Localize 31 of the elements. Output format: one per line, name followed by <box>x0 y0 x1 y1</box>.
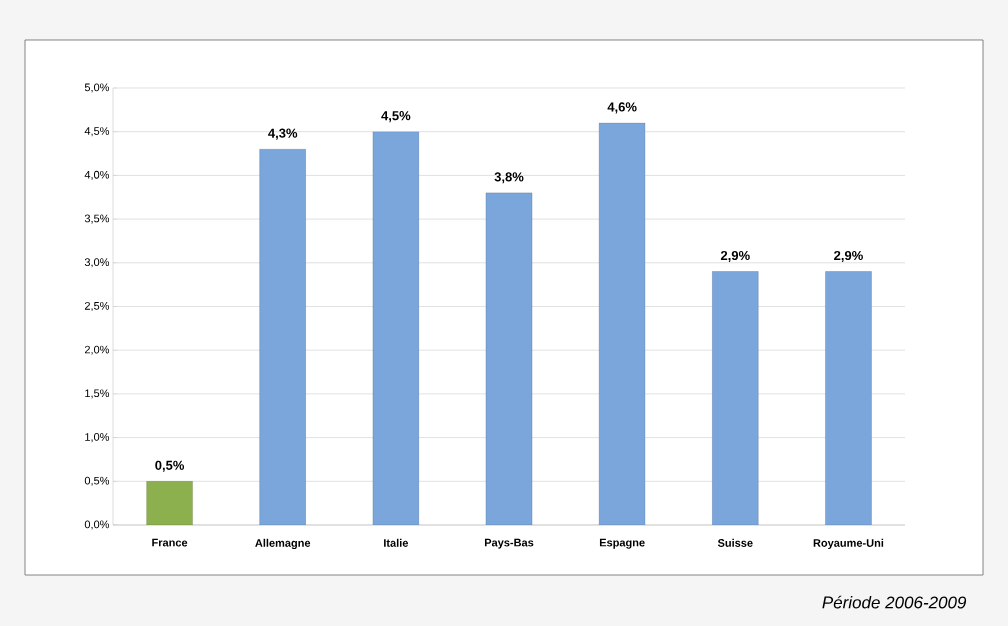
data-label: 4,6% <box>607 102 637 114</box>
bar <box>259 148 306 525</box>
y-tick-label: 3,0% <box>84 258 110 268</box>
data-label: 0,5% <box>155 460 185 472</box>
y-tick-label: 5,0% <box>84 83 110 93</box>
y-tick-label: 0,5% <box>84 476 110 486</box>
x-tick-label: Allemagne <box>255 538 311 550</box>
x-tick-label: France <box>152 538 188 547</box>
x-tick-label: Pays-Bas <box>484 538 534 549</box>
bar <box>372 131 420 525</box>
x-tick-label: Suisse <box>717 538 753 547</box>
y-tick-label: 4,0% <box>84 170 110 180</box>
y-tick-label: 3,5% <box>84 214 110 224</box>
x-tick-label: Espagne <box>599 538 645 549</box>
y-tick-label: 2,0% <box>84 345 110 355</box>
data-label: 3,8% <box>494 172 524 184</box>
y-tick-label: 2,5% <box>84 301 110 312</box>
data-label: 4,5% <box>381 111 411 123</box>
y-tick-label: 1,0% <box>85 433 110 443</box>
x-tick-label: Italie <box>384 538 409 547</box>
bar <box>825 271 872 525</box>
y-tick-label: 0,0% <box>84 520 110 530</box>
bar <box>712 271 759 525</box>
text: Période 2006-2009 <box>822 595 967 609</box>
y-tick-label: 1,5% <box>85 389 110 399</box>
data-label: 2,9% <box>834 250 863 262</box>
y-tick-label: 4,5% <box>84 127 110 137</box>
bar <box>598 122 646 525</box>
data-label: 4,3% <box>268 128 298 140</box>
x-tick-label: Royaume-Uni <box>813 538 884 550</box>
data-label: 2,9% <box>720 250 750 262</box>
